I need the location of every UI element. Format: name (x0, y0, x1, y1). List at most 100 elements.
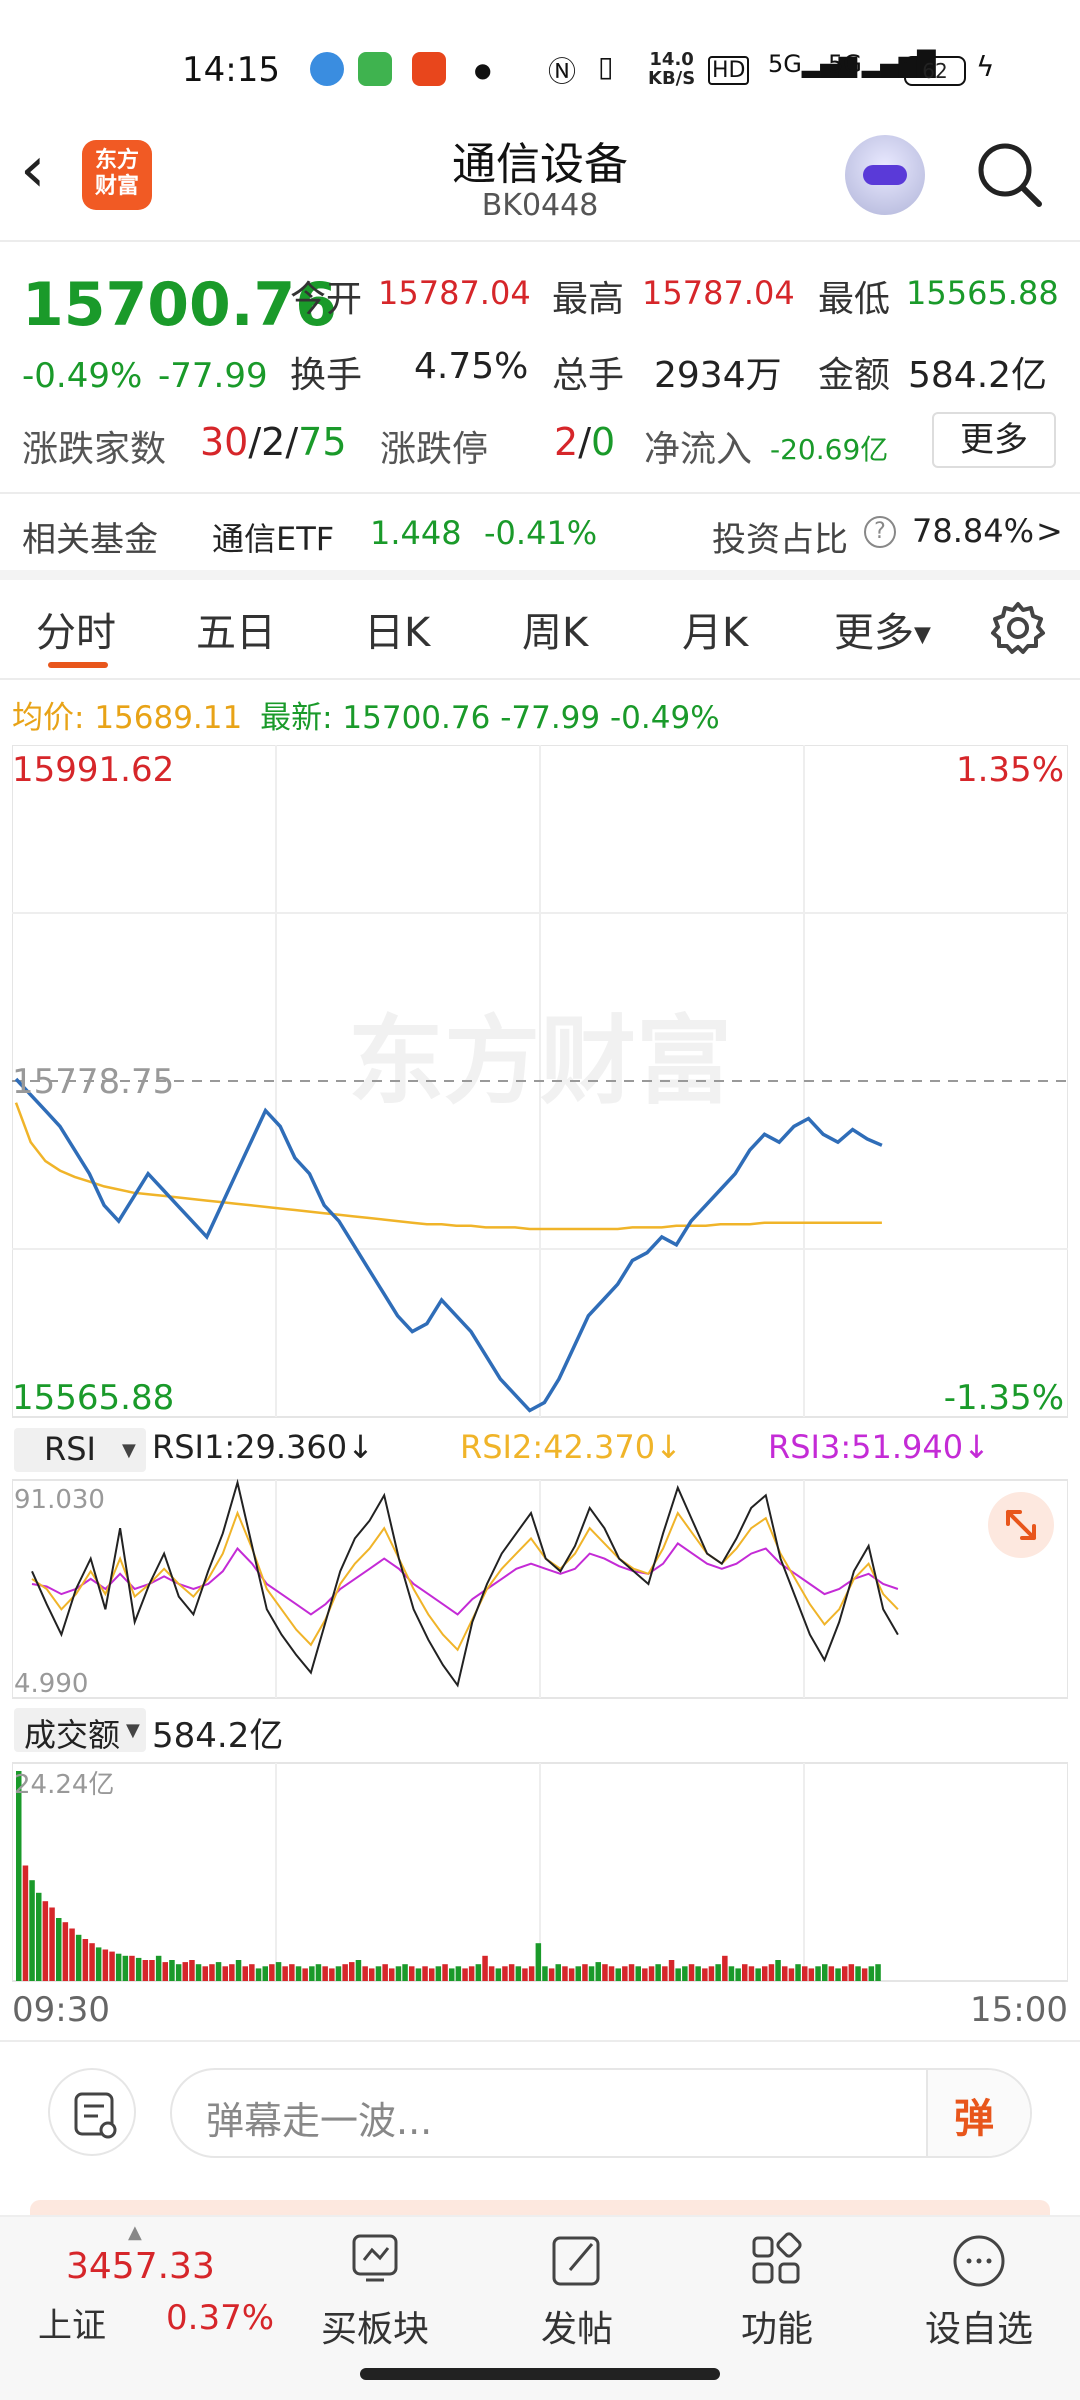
volume-bar (415, 1968, 422, 1981)
fund-price: 1.448 (370, 514, 462, 552)
nav-add-watchlist[interactable]: 设自选 (904, 2220, 1054, 2352)
limit-label: 涨跌停 (380, 429, 489, 470)
rsi1-value: RSI1:29.360↓ (152, 1428, 374, 1466)
banner-peek (30, 2200, 1050, 2216)
volume-bar (155, 1955, 162, 1981)
volume-bar (449, 1968, 455, 1981)
back-icon[interactable]: ‹ (20, 133, 46, 207)
volume-bar (429, 1968, 435, 1981)
volume-bar (855, 1966, 861, 1981)
volume-bar (688, 1964, 695, 1981)
brand-logo[interactable]: 东方财富 (82, 140, 152, 210)
rsi-selector[interactable]: RSI ▼ (14, 1428, 146, 1472)
volume-bar (782, 1966, 788, 1981)
volume-bar (195, 1964, 202, 1981)
nav-buy-sector-label: 买板块 (320, 2309, 429, 2350)
limit-values: 2/0 (554, 420, 616, 464)
volume-bar (742, 1964, 748, 1981)
dropdown-arrow-icon: ▼ (122, 1440, 136, 1461)
volume-bar (802, 1966, 808, 1981)
fund-name: 通信ETF (212, 520, 335, 558)
tab-weekly-k[interactable]: 周K (522, 610, 589, 656)
tab-intraday[interactable]: 分时 (36, 610, 116, 656)
volume-bar (682, 1966, 688, 1981)
signal-5g-icon: 5G▂▄▆ (768, 50, 858, 78)
volume-bar (369, 1968, 375, 1981)
volume-bar (455, 1966, 462, 1981)
nav-functions[interactable]: 功能 (702, 2220, 852, 2352)
turnover-label: 换手 (290, 355, 363, 396)
index-ticker[interactable]: ▲ 3457.33 上证 0.37% (0, 2218, 300, 2358)
volume-bar (42, 1901, 49, 1981)
volume-bar (69, 1928, 75, 1981)
rsi2-value: RSI2:42.370↓ (460, 1428, 682, 1466)
danmaku-input[interactable]: 弹幕走一波... 弹 (170, 2068, 1032, 2158)
expand-icon[interactable] (988, 1492, 1054, 1558)
help-icon[interactable]: ? (864, 516, 896, 548)
volume-bar (289, 1964, 295, 1981)
volume-bar (395, 1966, 402, 1981)
nav-buy-sector[interactable]: 买板块 (300, 2220, 450, 2352)
volume-bar (462, 1968, 468, 1981)
signal-5g-2-icon: 5G▂▄▆█ (828, 50, 936, 78)
volume-bar (575, 1966, 581, 1981)
volume-bar (662, 1966, 668, 1981)
volume-bar (568, 1968, 575, 1981)
volume-bar (209, 1964, 215, 1981)
volume-bar (868, 1966, 875, 1981)
avg-value: 15689.11 (94, 700, 243, 736)
latest-pct: -0.49% (609, 700, 720, 736)
related-fund-row[interactable]: 相关基金 通信ETF 1.448 -0.41% 投资占比 ? 78.84% > (0, 494, 1080, 570)
divider (0, 2040, 1080, 2042)
divider (0, 678, 1080, 680)
volume-value: 2934万 (654, 355, 782, 396)
volume-bar (642, 1968, 648, 1981)
tab-more[interactable]: 更多▼ (834, 600, 931, 658)
volume-bar (835, 1968, 841, 1981)
volume-bar (382, 1964, 388, 1981)
rsi-min-label: 4.990 (14, 1669, 88, 1699)
volume-bar (708, 1966, 715, 1981)
edit-post-icon (552, 2236, 600, 2286)
volume-bar (488, 1966, 495, 1981)
volume-bar (695, 1966, 701, 1981)
volume-bar (602, 1964, 608, 1981)
y-label-top: 15991.62 (12, 750, 174, 790)
nav-post-label: 发帖 (540, 2309, 613, 2350)
volume-bar (668, 1960, 675, 1981)
volume-bar (528, 1966, 535, 1981)
tab-daily-k[interactable]: 日K (364, 610, 431, 656)
tab-active-indicator (48, 662, 108, 668)
volume-bar (562, 1966, 568, 1981)
volume-bar (249, 1964, 255, 1981)
buy-sector-icon (352, 2234, 398, 2282)
volume-bar (329, 1968, 335, 1981)
dropdown-arrow-icon: ▼ (914, 622, 931, 648)
more-button[interactable]: 更多 (932, 412, 1056, 468)
volume-bar (795, 1964, 801, 1981)
volume-bar (748, 1966, 755, 1981)
danmaku-send-button[interactable]: 弹 (926, 2070, 1030, 2156)
volume-bar (702, 1968, 708, 1981)
divider (0, 240, 1080, 242)
volume-bar (175, 1964, 182, 1981)
volume-bar (362, 1966, 368, 1981)
volume-bar (129, 1955, 135, 1981)
volume-bar (861, 1968, 868, 1981)
volume-bar (495, 1968, 502, 1981)
rsi3-value: RSI3:51.940↓ (768, 1428, 990, 1466)
volume-bar (135, 1957, 142, 1981)
net-speed: 14.0 KB/S (648, 49, 696, 89)
volume-selector[interactable]: 成交额 ▼ (14, 1708, 146, 1754)
index-pct: 0.37% (166, 2298, 275, 2338)
settings-gear-icon[interactable] (990, 600, 1046, 656)
chart-area[interactable]: 东方财富 15991.62 15778.75 15565.88 1.35% -1.35% 9… (11, 744, 1069, 2005)
nav-post[interactable]: 发帖 (502, 2220, 652, 2352)
danmaku-settings-icon[interactable] (48, 2068, 136, 2156)
assistant-robot-icon[interactable] (845, 135, 925, 215)
search-icon[interactable] (975, 140, 1045, 210)
volume-bar (468, 1966, 475, 1981)
tab-monthly-k[interactable]: 月K (682, 610, 749, 656)
tab-five-day[interactable]: 五日 (196, 610, 276, 656)
index-name: 上证 (38, 2306, 106, 2346)
